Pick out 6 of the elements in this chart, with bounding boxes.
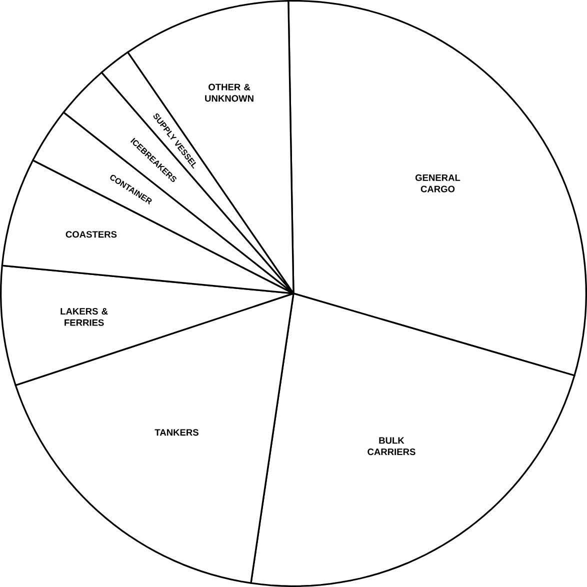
- slice-label: GENERAL CARGO: [415, 174, 460, 192]
- slice-label: BULK CARRIERS: [368, 437, 416, 456]
- slice-label: TANKERS: [154, 429, 198, 436]
- slice-label: COASTERS: [66, 231, 117, 238]
- slice-label: LAKERS & FERRIES: [60, 308, 108, 326]
- slice-label: OTHER & UNKNOWN: [205, 84, 254, 102]
